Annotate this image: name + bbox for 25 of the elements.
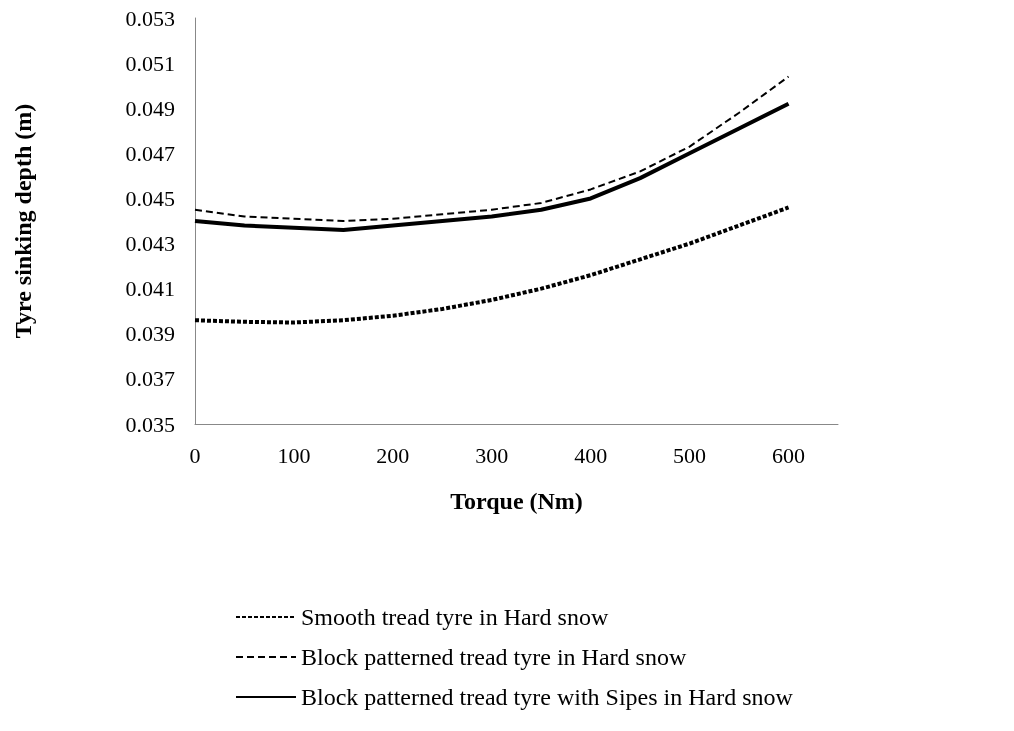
- y-tick-label: 0.047: [125, 140, 175, 166]
- x-tick-label: 100: [277, 442, 311, 468]
- y-tick-label: 0.037: [125, 366, 175, 392]
- x-tick-label: 0: [189, 442, 201, 468]
- line-series: [193, 205, 791, 325]
- x-tick-label: 600: [772, 442, 806, 468]
- x-tick-label: 300: [475, 442, 509, 468]
- y-tick-label: 0.053: [125, 5, 175, 31]
- x-tick-label: 200: [376, 442, 410, 468]
- x-axis-title: Torque (Nm): [450, 488, 583, 514]
- y-tick-label: 0.051: [125, 50, 175, 76]
- line-series: [194, 75, 790, 222]
- y-tick-label: 0.039: [125, 321, 175, 347]
- legend-label: Block patterned tread tyre with Sipes in Hard snow: [301, 684, 794, 710]
- y-tick-label: 0.045: [125, 185, 175, 211]
- y-tick-label: 0.035: [125, 411, 175, 437]
- y-tick-label: 0.049: [125, 95, 175, 121]
- x-tick-label: 500: [673, 442, 707, 468]
- x-tick-label: 400: [574, 442, 608, 468]
- y-tick-label: 0.043: [125, 231, 175, 257]
- legend-label: Block patterned tread tyre in Hard snow: [301, 644, 687, 670]
- line-series: [193, 101, 791, 233]
- y-tick-label: 0.041: [125, 276, 175, 302]
- y-axis-title: Tyre sinking depth (m): [10, 103, 36, 339]
- legend-label: Smooth tread tyre in Hard snow: [301, 604, 609, 630]
